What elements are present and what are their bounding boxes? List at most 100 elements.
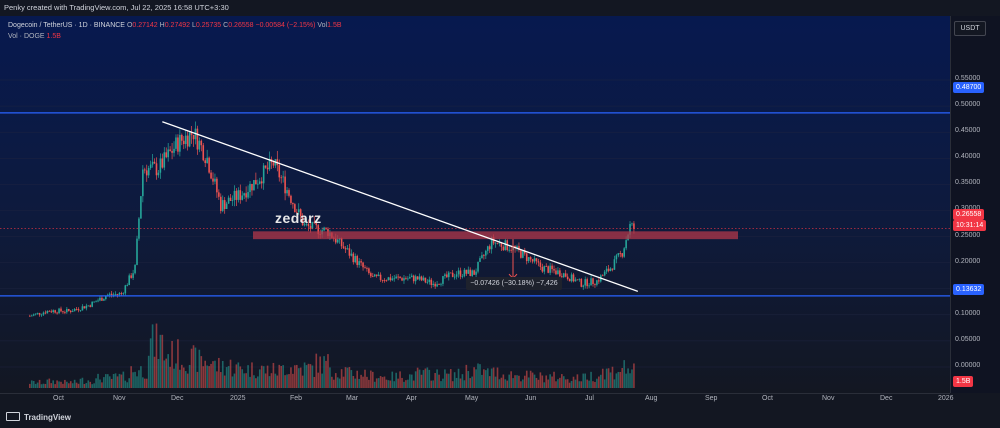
- candle-body: [385, 280, 388, 282]
- volume-bar: [301, 375, 304, 388]
- volume-bar: [149, 338, 152, 388]
- volume-bar: [128, 378, 131, 388]
- volume-bar: [268, 376, 271, 388]
- candle-body: [200, 140, 203, 146]
- candle-body: [81, 306, 84, 311]
- candle-body: [537, 261, 540, 263]
- volume-bar: [543, 382, 546, 388]
- time-label: Apr: [406, 395, 417, 402]
- volume-bar: [434, 373, 436, 388]
- candle-body: [29, 315, 31, 317]
- candle-body: [44, 312, 47, 314]
- candle-body: [601, 275, 604, 277]
- candle-body: [210, 172, 212, 179]
- candle-body: [67, 308, 70, 311]
- volume-bar: [370, 370, 372, 388]
- candle-body: [488, 246, 491, 250]
- candle-body: [588, 285, 590, 287]
- volume-bar: [481, 374, 483, 388]
- candle-body: [475, 271, 477, 275]
- volume-bar: [202, 366, 205, 388]
- time-axis[interactable]: [0, 393, 950, 408]
- volume-bar: [132, 372, 134, 388]
- volume-bar: [570, 380, 573, 388]
- volume-bar: [533, 374, 536, 388]
- candle-body: [623, 248, 625, 257]
- price-scale[interactable]: [950, 16, 1000, 393]
- volume-bar: [529, 370, 532, 388]
- volume-bar: [290, 367, 292, 388]
- candle-body: [379, 274, 382, 280]
- legend-open: 0.27142: [132, 22, 158, 29]
- volume-bar: [143, 378, 146, 388]
- candle-body: [334, 238, 337, 243]
- volume-bar: [366, 376, 368, 388]
- candle-body: [235, 190, 238, 200]
- candle-body: [438, 284, 440, 285]
- volume-bar: [514, 375, 516, 388]
- candle-body: [422, 277, 425, 281]
- volume-bar: [500, 377, 503, 388]
- candle-body: [603, 271, 606, 276]
- candle-body: [173, 148, 175, 153]
- candle-body: [188, 132, 191, 147]
- volume-bar: [553, 371, 555, 388]
- volume-bar: [77, 383, 80, 388]
- price-tick-label: 0.55000: [955, 75, 981, 82]
- volume-bar: [537, 379, 540, 388]
- volume-bar: [81, 377, 84, 388]
- watermark-text: zedarz: [275, 210, 322, 226]
- resistance-zone: [253, 231, 738, 240]
- volume-bar: [34, 383, 37, 388]
- volume-bar: [522, 379, 524, 388]
- candle-body: [543, 266, 546, 272]
- candle-body: [529, 257, 532, 260]
- candle-body: [564, 273, 567, 277]
- currency-button[interactable]: USDT: [954, 21, 986, 36]
- candle-body: [566, 276, 569, 280]
- volume-bar: [294, 365, 296, 388]
- candle-body: [360, 261, 362, 263]
- volume-bar: [110, 378, 113, 388]
- candle-body: [598, 280, 600, 282]
- volume-bar: [167, 354, 169, 388]
- candle-body: [147, 168, 150, 176]
- volume-bar: [99, 379, 101, 388]
- volume-bar: [362, 376, 364, 388]
- legend-high: 0.27492: [164, 22, 191, 29]
- volume-bar: [377, 378, 380, 388]
- upper-line-badge: 0.48700: [953, 82, 985, 93]
- volume-bar: [633, 363, 635, 388]
- volume-bar: [44, 383, 47, 388]
- volume-bar: [629, 373, 631, 388]
- volume-bar: [451, 381, 454, 388]
- volume-bar: [147, 355, 150, 388]
- candle-body: [280, 177, 283, 179]
- candle-body: [299, 209, 302, 217]
- legend-low: 0.25735: [195, 22, 222, 29]
- plot-area[interactable]: [0, 16, 950, 393]
- tradingview-logo[interactable]: TradingView: [6, 412, 71, 422]
- candle-body: [358, 261, 360, 266]
- price-tick-label: 0.10000: [955, 309, 981, 317]
- volume-bar: [219, 372, 222, 388]
- candle-body: [594, 284, 596, 285]
- volume-bar: [381, 377, 384, 388]
- candle-body: [553, 269, 555, 271]
- volume-bar: [564, 379, 567, 388]
- volume-bar: [38, 379, 41, 388]
- volume-bar: [547, 379, 549, 388]
- price-tick-label: 0.30000: [955, 205, 980, 212]
- volume-bar: [210, 363, 212, 388]
- volume-bar: [140, 366, 142, 388]
- volume-bar: [428, 369, 431, 388]
- candle-body: [449, 272, 452, 274]
- volume-bar: [114, 373, 117, 388]
- candle-body: [399, 276, 401, 279]
- volume-bar: [545, 375, 548, 388]
- volume-bar: [241, 369, 244, 388]
- candle-body: [498, 242, 501, 244]
- candle-body: [258, 181, 261, 184]
- candle-body: [356, 256, 359, 266]
- volume-bar: [124, 380, 127, 388]
